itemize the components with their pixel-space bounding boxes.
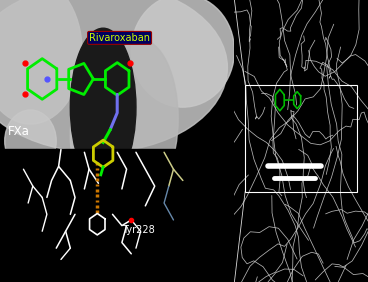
Bar <box>245 85 357 192</box>
Text: Tyr228: Tyr228 <box>122 225 155 235</box>
Ellipse shape <box>70 73 117 197</box>
Ellipse shape <box>0 0 227 152</box>
Ellipse shape <box>131 0 234 107</box>
Ellipse shape <box>5 110 56 172</box>
Ellipse shape <box>70 28 136 186</box>
Text: Rivaroxaban: Rivaroxaban <box>89 33 150 43</box>
Bar <box>0 149 234 282</box>
Text: FXa: FXa <box>8 125 30 138</box>
Ellipse shape <box>103 39 178 197</box>
Ellipse shape <box>0 0 82 124</box>
